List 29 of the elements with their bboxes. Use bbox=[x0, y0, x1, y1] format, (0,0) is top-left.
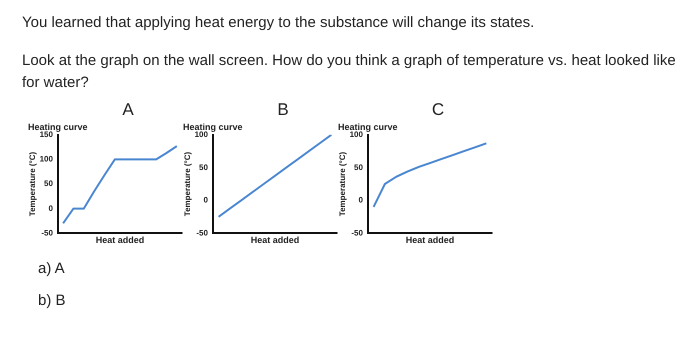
y-tick-label: 150 bbox=[40, 130, 54, 140]
chart-title: A bbox=[121, 100, 135, 120]
y-axis-title: Temperature (°C) bbox=[338, 151, 348, 216]
y-tick-label: -50 bbox=[196, 228, 208, 238]
text: a) A bbox=[38, 259, 66, 279]
y-tick-label: 0 bbox=[48, 204, 54, 213]
y-tick-label: 0 bbox=[203, 196, 208, 205]
y-tick-label: 50 bbox=[199, 162, 208, 172]
y-axis-title: Temperature (°C) bbox=[28, 151, 38, 216]
y-tick-label: 100 bbox=[40, 154, 54, 164]
y-tick-label: -50 bbox=[351, 228, 364, 238]
y-tick-label: -50 bbox=[41, 228, 54, 238]
x-axis-title: Heat added bbox=[406, 235, 454, 246]
text: Look at the graph on the wall screen. How do you think a graph of temperature vs. heat looked like for water? bbox=[22, 51, 677, 93]
y-tick-label: 50 bbox=[44, 179, 54, 188]
y-tick-label: 0 bbox=[358, 196, 364, 205]
chart-title: C bbox=[430, 100, 446, 120]
chart-title: B bbox=[276, 100, 290, 120]
chart-subtitle: Heating curve bbox=[28, 122, 88, 132]
y-axis-title: Temperature (°C) bbox=[183, 151, 192, 216]
chart-subtitle: Heating curve bbox=[183, 122, 243, 132]
chart-subtitle: Heating curve bbox=[338, 122, 398, 132]
text: b) B bbox=[38, 291, 67, 311]
y-tick-label: 100 bbox=[350, 130, 364, 140]
text: You learned that applying heat energy to the substance will change its states. bbox=[22, 13, 536, 33]
y-tick-label: 50 bbox=[354, 162, 364, 172]
y-tick-label: 100 bbox=[194, 130, 208, 140]
x-axis-title: Heat added bbox=[250, 235, 300, 246]
x-axis-title: Heat added bbox=[96, 235, 144, 246]
